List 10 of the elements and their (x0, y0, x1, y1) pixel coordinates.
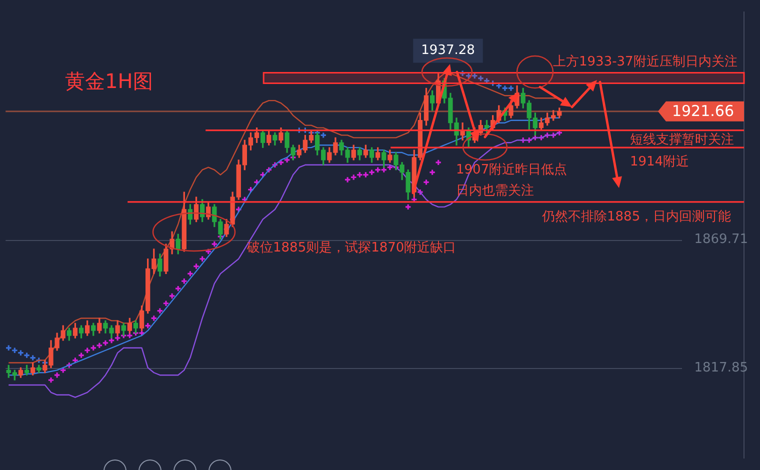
y-tick-label: 1869.71 (694, 232, 748, 248)
annotation: 短线支撑暂时关注 (630, 132, 734, 148)
annotation: 1914附近 (630, 154, 690, 170)
text: 黄金1H图 (65, 69, 153, 93)
annotation: 1937.28 (421, 43, 475, 58)
annotation: 破位1885则是，试探1870附近缺口 (246, 240, 456, 256)
y-tick-label: 1817.85 (694, 360, 748, 376)
annotation: 仍然不排除1885，日内回测可能 (541, 209, 732, 224)
annotation: 上方1933-37附近压制日内关注 (553, 53, 738, 70)
ref-line-label: 1921.66 (672, 102, 734, 120)
